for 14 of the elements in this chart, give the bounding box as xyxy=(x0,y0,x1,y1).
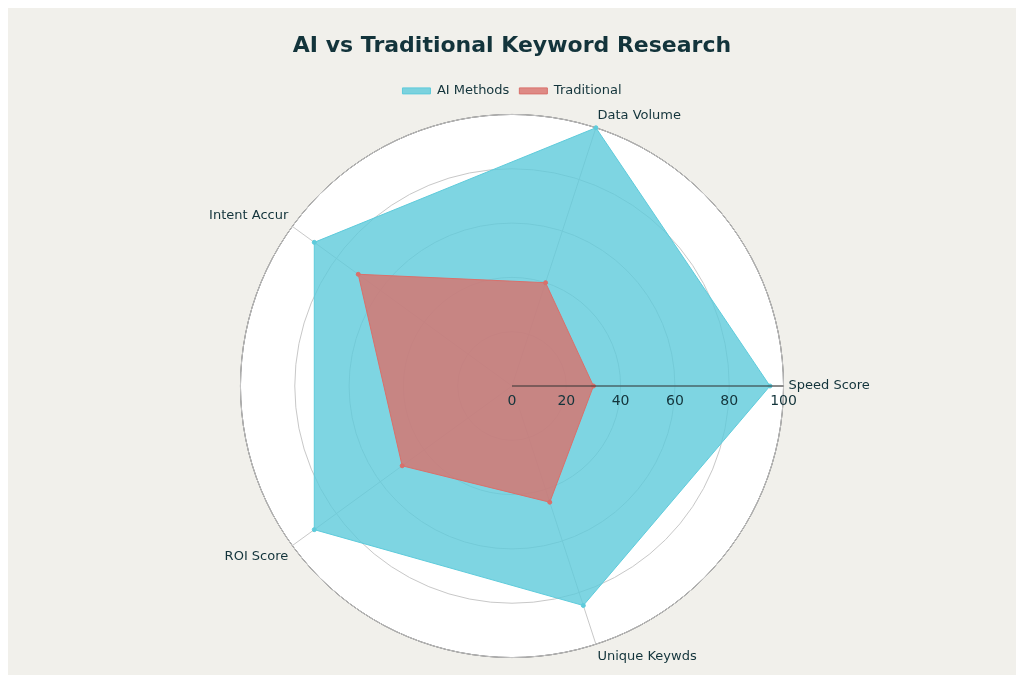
legend-label: AI Methods xyxy=(436,82,510,98)
spoke-label: Intent Accur xyxy=(209,207,289,223)
spoke-label: Unique Keywds xyxy=(597,648,697,664)
spoke-label: Data Volume xyxy=(597,106,681,122)
y-tick-label: 20 xyxy=(557,391,576,408)
chart-title: AI vs Traditional Keyword Research xyxy=(292,31,732,57)
legend-label: Traditional xyxy=(552,82,622,98)
spoke-label: Speed Score xyxy=(788,377,870,393)
y-tick-label: 100 xyxy=(770,391,797,408)
y-tick-label: 80 xyxy=(720,391,739,408)
y-tick-label: 60 xyxy=(666,391,684,408)
spoke-label: ROI Score xyxy=(224,547,289,563)
y-tick-label: 0 xyxy=(507,391,517,408)
y-tick-label: 40 xyxy=(611,391,630,408)
